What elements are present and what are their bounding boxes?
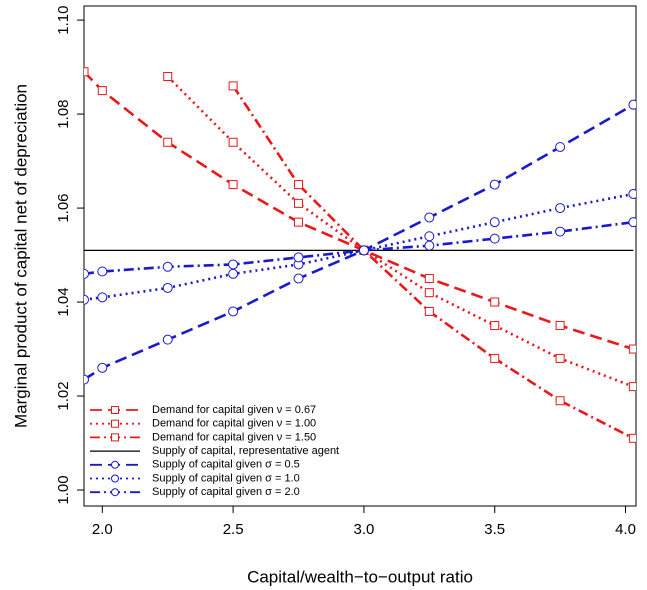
marker (489, 179, 500, 190)
x-tick-label: 2.5 (223, 521, 244, 538)
marker (424, 306, 434, 316)
marker (424, 240, 435, 251)
marker (97, 362, 108, 373)
marker (424, 274, 434, 284)
series-line (84, 220, 634, 276)
marker (628, 344, 636, 354)
marker (84, 294, 89, 305)
marker (97, 292, 108, 303)
y-tick-label: 1.08 (55, 99, 72, 128)
marker (228, 81, 238, 91)
y-tick-label: 1.00 (55, 475, 72, 504)
marker (84, 67, 89, 77)
marker (294, 217, 304, 227)
marker (163, 71, 173, 81)
series-line (84, 103, 635, 381)
marker (84, 374, 89, 385)
marker (424, 212, 435, 223)
marker (489, 217, 500, 228)
marker (555, 141, 566, 152)
marker (555, 203, 566, 214)
marker (490, 321, 500, 331)
marker (162, 334, 173, 345)
marker (111, 406, 119, 414)
marker (111, 474, 119, 483)
marker (628, 433, 636, 443)
x-tick-label: 3.5 (484, 521, 505, 538)
y-tick-label: 1.04 (55, 287, 72, 316)
marker (111, 433, 119, 442)
series-line (166, 75, 634, 388)
legend-label: Demand for capital given ν = 1.50 (152, 431, 316, 443)
y-tick-label: 1.06 (55, 193, 72, 222)
marker (97, 266, 108, 277)
marker (555, 321, 565, 331)
plot-frame (83, 5, 637, 507)
marker (294, 198, 304, 208)
marker (294, 180, 304, 190)
marker (424, 231, 435, 242)
y-axis-label: Marginal product of capital net of depre… (11, 84, 30, 428)
marker (293, 273, 304, 284)
marker (228, 268, 239, 279)
y-tick-label: 1.10 (55, 5, 72, 34)
marker (424, 288, 434, 298)
marker (489, 233, 500, 244)
marker (97, 86, 107, 96)
marker (293, 252, 304, 263)
series-line (84, 70, 634, 351)
marker (358, 245, 369, 256)
legend-label: Supply of capital, representative agent (152, 445, 339, 457)
marker (228, 306, 239, 317)
legend-label: Supply of capital given σ = 2.0 (152, 486, 300, 498)
marker (111, 460, 119, 469)
y-tick-label: 1.02 (55, 381, 72, 410)
x-axis-label: Capital/wealth−to−output ratio (247, 567, 473, 586)
x-tick-label: 2.0 (92, 521, 113, 538)
marker (111, 419, 119, 428)
marker (228, 180, 238, 190)
marker (228, 259, 239, 270)
plot-area (84, 67, 636, 443)
marker (162, 261, 173, 272)
marker (628, 382, 636, 392)
marker (628, 99, 636, 110)
marker (84, 268, 89, 279)
marker (628, 188, 636, 199)
marker (490, 353, 500, 363)
marker (228, 137, 238, 147)
marker (111, 488, 119, 497)
marker (555, 226, 566, 237)
x-tick-label: 4.0 (615, 521, 636, 538)
marker (162, 282, 173, 293)
legend-label: Demand for capital given ν = 1.00 (152, 418, 316, 430)
legend-label: Demand for capital given ν = 0.67 (152, 404, 316, 416)
series-line (84, 192, 634, 301)
marker (555, 396, 565, 406)
marker (628, 217, 636, 228)
x-tick-label: 3.0 (353, 521, 374, 538)
marker (490, 297, 500, 307)
marker (163, 137, 173, 147)
legend-label: Supply of capital given σ = 0.5 (152, 459, 300, 471)
marker (555, 353, 565, 363)
legend-label: Supply of capital given σ = 1.0 (152, 472, 300, 484)
